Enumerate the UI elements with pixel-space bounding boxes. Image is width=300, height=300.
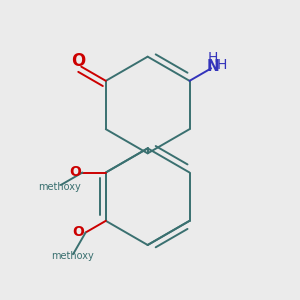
Text: H: H	[208, 51, 218, 65]
Text: N: N	[206, 59, 219, 74]
Text: O: O	[73, 226, 85, 239]
Text: H: H	[217, 58, 227, 72]
Text: methoxy: methoxy	[51, 251, 94, 261]
Text: methoxy: methoxy	[38, 182, 81, 192]
Text: O: O	[70, 166, 82, 179]
Text: O: O	[71, 52, 85, 70]
